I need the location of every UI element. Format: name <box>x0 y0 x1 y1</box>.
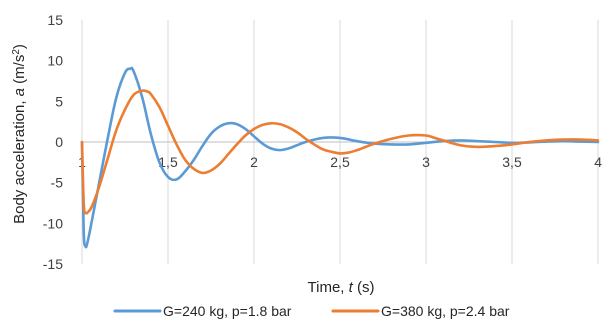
y-axis-title-unit-exp: 2 <box>11 49 22 55</box>
y-axis-title-unit: (m/s <box>11 55 28 88</box>
y-tick-label: 10 <box>47 53 63 69</box>
series-line-2 <box>80 89 600 215</box>
series-layer <box>80 66 600 249</box>
x-tick-label: 4 <box>594 154 602 170</box>
x-axis-title-suffix: (s) <box>353 279 375 296</box>
legend: G=240 kg, p=1.8 bar G=380 kg, p=2.4 bar <box>113 303 510 319</box>
x-tick-label: 2,5 <box>330 154 350 170</box>
x-axis-ticks: 1 1,5 2 2,5 3 3,5 4 <box>78 154 602 170</box>
y-tick-label: -10 <box>43 215 63 231</box>
y-axis-title-prefix: Body acceleration, <box>11 96 28 224</box>
x-tick-label: 2 <box>250 154 258 170</box>
x-tick-label: 3 <box>422 154 430 170</box>
x-axis-title-prefix: Time, <box>308 279 349 296</box>
y-axis-title-var: a <box>11 88 28 96</box>
y-tick-label: 5 <box>55 93 63 109</box>
x-tick-label: 1,5 <box>158 154 178 170</box>
legend-label-series-2: G=380 kg, p=2.4 bar <box>381 303 510 319</box>
y-axis-title-unit-end: ) <box>11 44 28 49</box>
y-tick-label: 0 <box>55 134 63 150</box>
x-axis-title-var: t <box>349 279 354 296</box>
x-axis-title: Time, t (s) <box>308 279 375 296</box>
y-axis-ticks: 15 10 5 0 -5 -10 -15 <box>43 12 63 272</box>
x-tick-label: 3,5 <box>502 154 522 170</box>
y-tick-label: -5 <box>51 175 64 191</box>
y-tick-label: 15 <box>47 12 63 28</box>
y-tick-label: -15 <box>43 256 63 272</box>
y-axis-title: Body acceleration, a (m/s2) <box>11 44 28 224</box>
legend-label-series-1: G=240 kg, p=1.8 bar <box>163 303 292 319</box>
